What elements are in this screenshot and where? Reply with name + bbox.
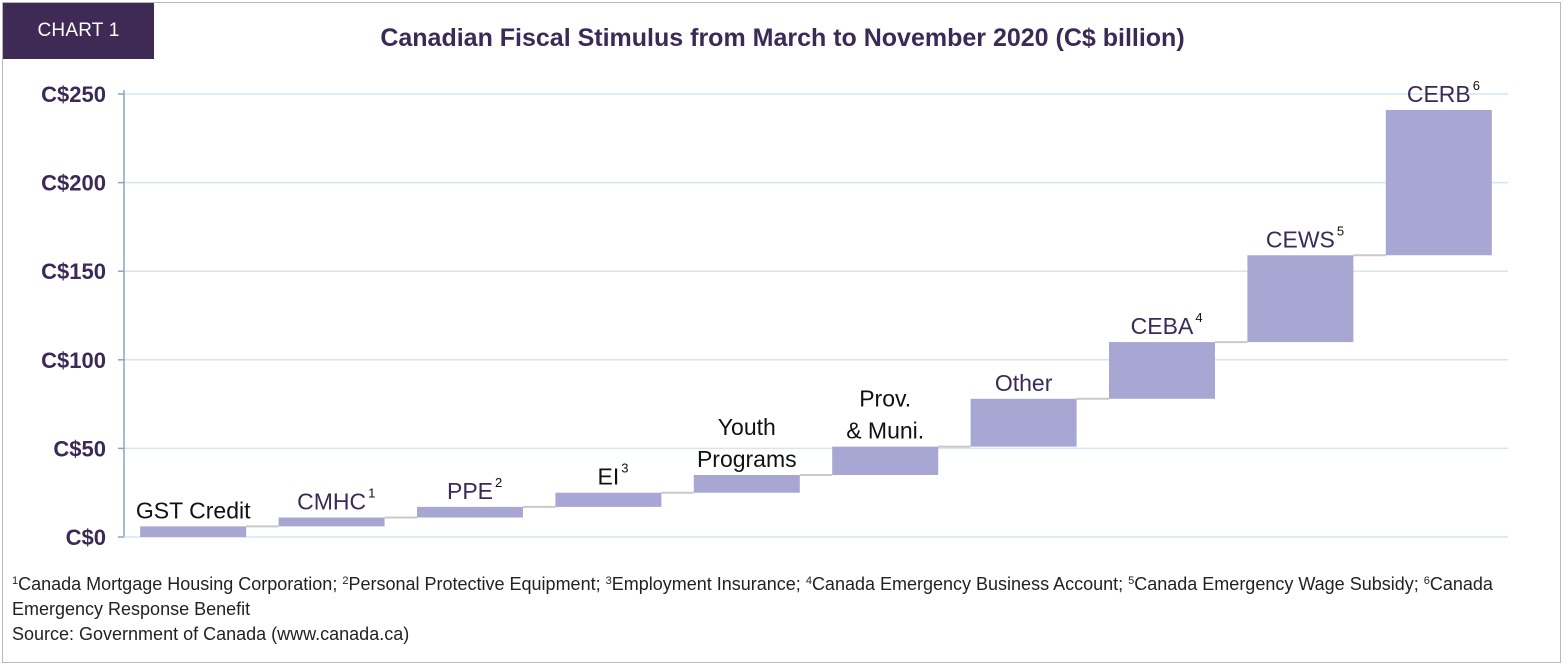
category-label: GST Credit	[136, 497, 251, 523]
chart-title: Canadian Fiscal Stimulus from March to N…	[380, 24, 1185, 52]
waterfall-bar	[970, 398, 1077, 447]
waterfall-bar	[555, 492, 662, 507]
footnote-number: 6	[1423, 575, 1430, 587]
y-tick-label: C$0	[66, 525, 106, 550]
y-tick-label: C$100	[41, 348, 106, 373]
footnote-number: 4	[805, 575, 812, 587]
category-superscript: 6	[1473, 78, 1480, 93]
footnote-cews: Canada Emergency Wage Subsidy;	[1134, 574, 1424, 594]
category-label: CEWS	[1266, 226, 1335, 252]
waterfall-bar	[1385, 109, 1492, 256]
waterfall-bar	[278, 517, 385, 527]
footnote-definitions: 1Canada Mortgage Housing Corporation; 2P…	[12, 572, 1560, 622]
footnote-number: 5	[1128, 575, 1135, 587]
waterfall-bar	[417, 506, 523, 518]
category-superscript: 4	[1195, 310, 1202, 325]
waterfall-bar	[1109, 342, 1215, 399]
waterfall-chart: C$0 C$50 C$100 C$150 C$200 C$250 GST Credit CMH…	[41, 78, 1508, 550]
category-label: Youth	[718, 414, 776, 440]
waterfall-bar	[1247, 255, 1354, 343]
category-superscript: 3	[621, 461, 628, 476]
y-tick-label: C$50	[53, 436, 106, 461]
waterfall-bar	[832, 446, 939, 475]
y-tick-label: C$200	[41, 171, 106, 196]
category-label: Prov.	[859, 386, 911, 412]
footnote-cmhc: Canada Mortgage Housing Corporation;	[18, 574, 343, 594]
y-tick-label: C$150	[41, 259, 106, 284]
category-label: EI	[598, 464, 620, 490]
category-label: Programs	[697, 446, 797, 472]
footnote-number: 1	[12, 575, 19, 587]
waterfall-bar	[693, 474, 800, 493]
footnote-ceba: Canada Emergency Business Account;	[811, 574, 1129, 594]
category-superscript: 2	[495, 475, 502, 490]
y-tick-label: C$250	[41, 82, 106, 107]
footnote-ppe: Personal Protective Equipment;	[348, 574, 606, 594]
category-label: CMHC	[297, 489, 366, 515]
category-label: PPE	[447, 478, 493, 504]
category-label: CEBA	[1131, 313, 1194, 339]
footnote-number: 2	[342, 575, 349, 587]
category-label: Other	[995, 370, 1053, 396]
footnote-ei: Employment Insurance;	[611, 574, 806, 594]
category-label: & Muni.	[846, 418, 924, 444]
category-label: CERB	[1407, 81, 1471, 107]
footnote-number: 3	[605, 575, 612, 587]
source-note: Source: Government of Canada (www.canada…	[12, 624, 410, 644]
footnote-cerb: Canada Emergency Response Benefit	[12, 574, 1493, 619]
waterfall-bar	[140, 526, 247, 537]
footnotes: 1Canada Mortgage Housing Corporation; 2P…	[12, 572, 1560, 647]
category-superscript: 1	[368, 486, 375, 501]
category-superscript: 5	[1337, 223, 1344, 238]
chart-number-badge: CHART 1	[3, 3, 154, 59]
